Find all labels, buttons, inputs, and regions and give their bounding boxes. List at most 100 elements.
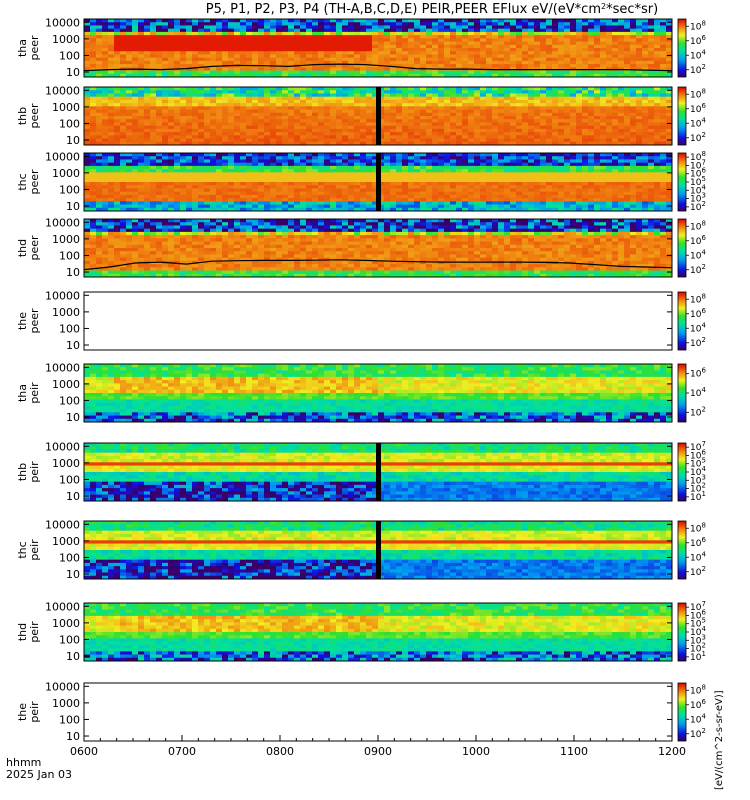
spectrogram-cell: [186, 35, 193, 39]
spectrogram-cell: [210, 51, 217, 55]
spectrogram-cell: [348, 106, 355, 110]
spectrogram-cell: [504, 73, 511, 78]
spectrogram-cell: [162, 22, 169, 26]
spectrogram-cell: [408, 41, 415, 46]
spectrogram-cell: [474, 19, 481, 23]
spectrogram-cell: [414, 191, 421, 196]
spectrogram-cell: [84, 169, 91, 173]
spectrogram-cell: [444, 175, 451, 180]
spectrogram-cell: [456, 156, 463, 160]
spectrogram-cell: [414, 64, 421, 68]
spectrogram-cell: [192, 188, 199, 193]
spectrogram-cell: [360, 162, 367, 167]
spectrogram-cell: [390, 57, 397, 62]
spectrogram-cell: [354, 35, 361, 39]
spectrogram-cell: [270, 201, 277, 205]
spectrogram-cell: [264, 119, 271, 123]
spectrogram-cell: [396, 165, 403, 170]
spectrogram-cell: [228, 172, 235, 176]
spectrogram-cell: [498, 204, 505, 209]
spectrogram-cell: [594, 119, 601, 123]
spectrogram-cell: [252, 141, 259, 146]
spectrogram-cell: [402, 132, 409, 136]
spectrogram-cell: [486, 51, 493, 55]
spectrogram-cell: [384, 182, 391, 186]
spectrogram-cell: [606, 128, 613, 133]
spectrogram-cell: [270, 156, 277, 160]
spectrogram-cell: [474, 207, 481, 212]
spectrogram-cell: [516, 35, 523, 39]
spectrogram-cell: [264, 90, 271, 94]
spectrogram-cell: [216, 119, 223, 123]
spectrogram-cell: [618, 51, 625, 55]
spectrogram-cell: [414, 44, 421, 49]
spectrogram-cell: [144, 201, 151, 205]
spectrogram-cell: [462, 22, 469, 26]
spectrogram-cell: [90, 194, 97, 199]
spectrogram-cell: [570, 138, 577, 143]
spectrogram-cell: [234, 41, 241, 46]
spectrogram-cell: [306, 125, 313, 130]
spectrogram-cell: [108, 122, 115, 127]
spectrogram-cell: [366, 159, 373, 164]
spectrogram-cell: [204, 119, 211, 123]
spectrogram-cell: [660, 41, 667, 46]
spectrogram-cell: [330, 51, 337, 55]
spectrogram-cell: [222, 153, 229, 157]
spectrogram-cell: [84, 60, 91, 65]
spectrogram-cell: [438, 103, 445, 107]
spectrogram-cell: [234, 119, 241, 123]
spectrogram-cell: [396, 156, 403, 160]
spectrogram-cell: [156, 44, 163, 49]
spectrogram-cell: [618, 103, 625, 107]
spectrogram-cell: [222, 125, 229, 130]
spectrogram-cell: [342, 31, 349, 36]
spectrogram-cell: [114, 44, 121, 49]
spectrogram-cell: [432, 112, 439, 117]
spectrogram-cell: [648, 41, 655, 46]
spectrogram-cell: [282, 175, 289, 180]
spectrogram-cell: [288, 116, 295, 120]
spectrogram-cell: [654, 31, 661, 36]
spectrogram-cell: [120, 198, 127, 202]
spectrogram-cell: [546, 159, 553, 164]
spectrogram-cell: [234, 70, 241, 75]
spectrogram-cell: [498, 175, 505, 180]
spectrogram-cell: [384, 138, 391, 143]
spectrogram-cell: [366, 153, 373, 157]
spectrogram-cell: [468, 106, 475, 110]
spectrogram-cell: [570, 44, 577, 49]
spectrogram-cell: [198, 172, 205, 176]
spectrogram-cell: [318, 165, 325, 170]
spectrogram-cell: [444, 35, 451, 39]
spectrogram-cell: [534, 112, 541, 117]
spectrogram-cell: [228, 141, 235, 146]
spectrogram-cell: [540, 156, 547, 160]
spectrogram-cell: [468, 128, 475, 133]
colorbar-tick-label: 108: [690, 87, 706, 100]
spectrogram-cell: [264, 96, 271, 101]
spectrogram-cell: [372, 156, 379, 160]
spectrogram-cell: [210, 182, 217, 186]
spectrogram-cell: [498, 44, 505, 49]
spectrogram-cell: [264, 73, 271, 78]
spectrogram-cell: [378, 138, 385, 143]
spectrogram-cell: [534, 128, 541, 133]
spectrogram-cell: [648, 103, 655, 107]
spectrogram-cell: [336, 31, 343, 36]
spectrogram-cell: [264, 112, 271, 117]
spectrogram-cell: [456, 128, 463, 133]
spectrogram-cell: [486, 48, 493, 52]
spectrogram-cell: [438, 44, 445, 49]
spectrogram-cell: [84, 64, 91, 68]
spectrogram-cell: [348, 185, 355, 189]
spectrogram-cell: [306, 38, 313, 42]
spectrogram-cell: [102, 132, 109, 136]
spectrogram-cell: [138, 122, 145, 127]
spectrogram-cell: [336, 51, 343, 55]
spectrogram-cell: [474, 41, 481, 46]
spectrogram-cell: [642, 70, 649, 75]
spectrogram-cell: [480, 175, 487, 180]
spectrogram-cell: [618, 57, 625, 62]
spectrogram-cell: [426, 172, 433, 176]
